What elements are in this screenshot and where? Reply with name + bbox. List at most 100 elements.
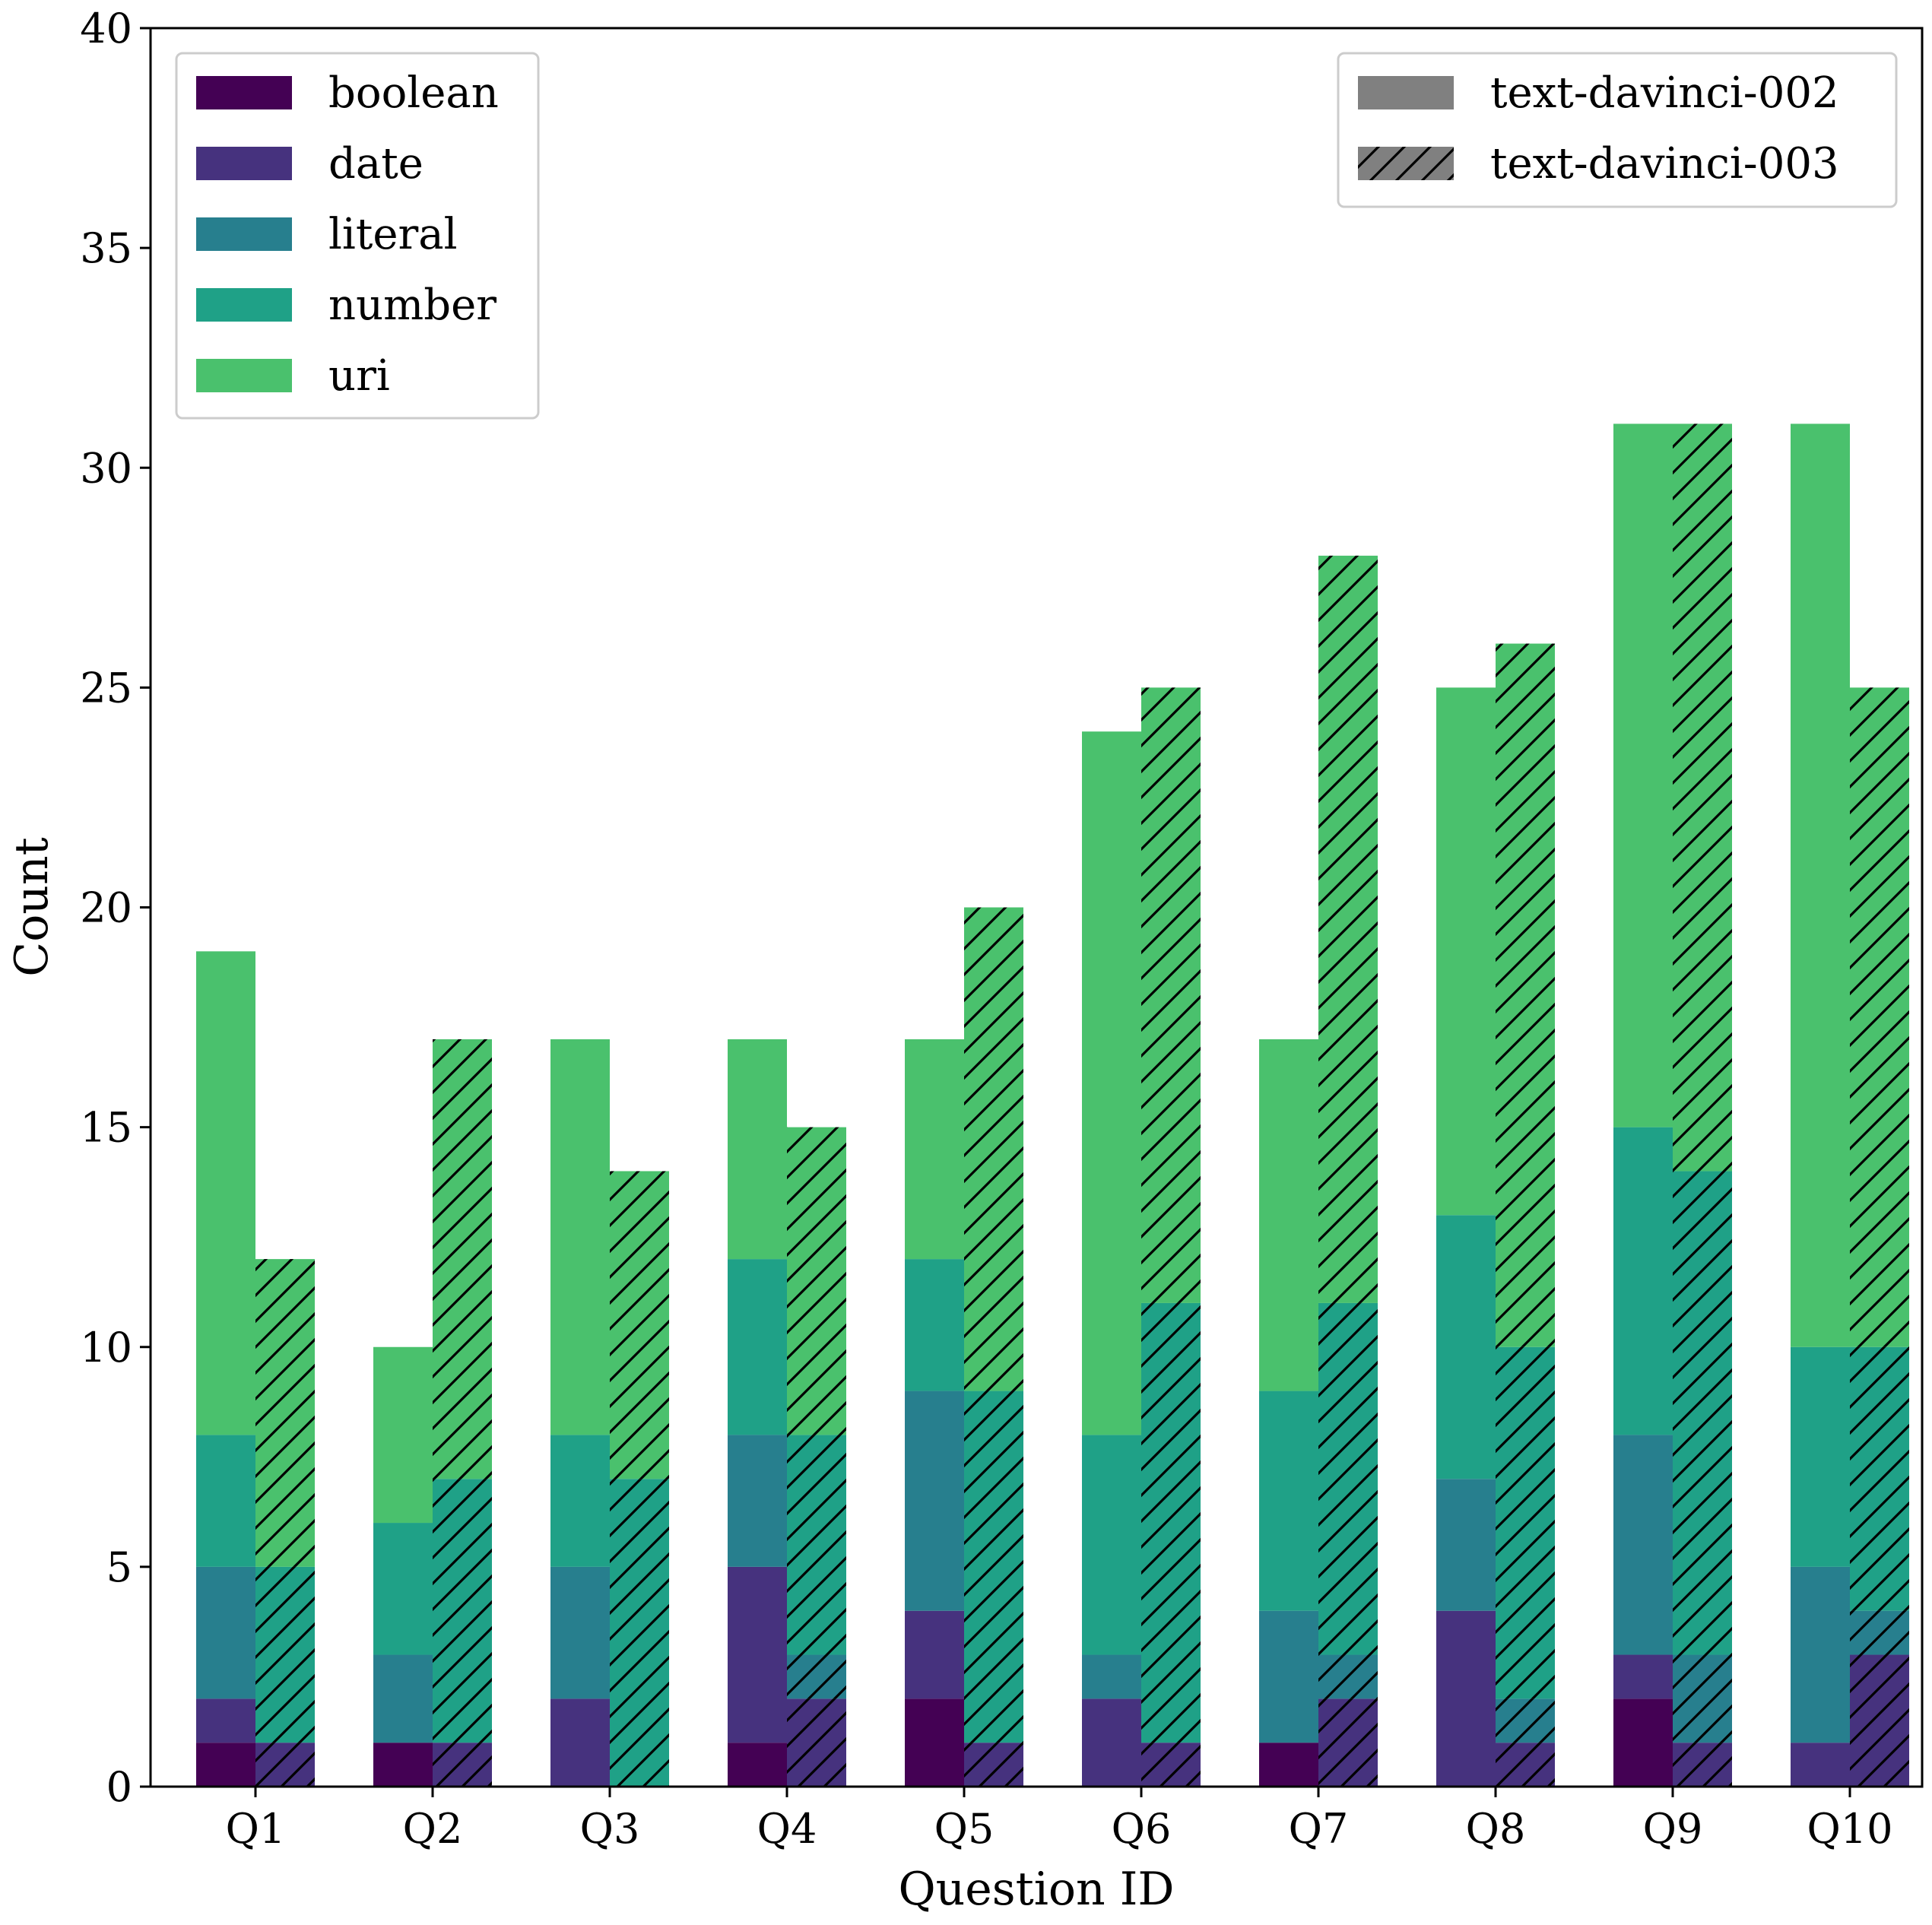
bar-q5-literal-text-davinci-002 (905, 1391, 964, 1611)
x-tick-label: Q2 (403, 1805, 463, 1853)
bar-q2-uri-text-davinci-002 (373, 1346, 433, 1524)
x-tick-label: Q1 (226, 1805, 286, 1853)
bar-q9-literal-text-davinci-002 (1613, 1435, 1673, 1655)
x-tick-label: Q6 (1112, 1805, 1172, 1853)
bar-q10-uri-text-davinci-002 (1791, 423, 1850, 1347)
hatch-q6-uri (1141, 687, 1201, 1303)
y-axis-ticks: 0 5 10 15 20 25 30 35 40 (80, 5, 151, 1811)
y-tick-label: 15 (80, 1104, 132, 1152)
bar-q7-boolean-text-davinci-002 (1259, 1743, 1318, 1787)
hatch-q2-date (433, 1743, 492, 1787)
bar-q7-literal-text-davinci-002 (1259, 1610, 1318, 1743)
hatch-q4-number (787, 1435, 846, 1655)
hatch-q9-number (1673, 1171, 1732, 1655)
y-tick-label: 5 (106, 1543, 132, 1591)
hatch-q8-literal (1496, 1698, 1555, 1743)
legend-label-date: date (328, 139, 424, 189)
hatch-q4-date (787, 1698, 846, 1787)
bar-q1-uri-text-davinci-002 (196, 951, 255, 1435)
hatch-q5-uri (964, 907, 1023, 1391)
bar-q9-number-text-davinci-002 (1613, 1127, 1673, 1435)
bar-q10-date-text-davinci-002 (1791, 1743, 1850, 1787)
hatch-q10-date (1850, 1654, 1909, 1787)
bar-q8-date-text-davinci-002 (1436, 1610, 1496, 1787)
bar-q3-uri-text-davinci-002 (550, 1039, 610, 1435)
bar-q6-uri-text-davinci-002 (1082, 731, 1141, 1435)
hatch-q10-literal (1850, 1610, 1909, 1655)
legend-label-boolean: boolean (328, 68, 499, 118)
hatch-q3-uri (610, 1171, 669, 1479)
bar-q7-number-text-davinci-002 (1259, 1391, 1318, 1611)
legend-label-literal: literal (328, 210, 458, 259)
y-tick-label: 35 (80, 224, 132, 272)
hatch-q7-date (1318, 1698, 1378, 1787)
legend-box (1337, 52, 1898, 208)
legend-swatch-boolean (196, 76, 292, 109)
bar-q6-number-text-davinci-002 (1082, 1435, 1141, 1655)
bar-q3-literal-text-davinci-002 (550, 1566, 610, 1699)
hatch-q8-date (1496, 1743, 1555, 1787)
legend-label-model-1: text-davinci-002 (1490, 68, 1839, 118)
hatch-q1-uri (255, 1259, 315, 1567)
bar-q5-boolean-text-davinci-002 (905, 1698, 964, 1787)
hatch-q7-number (1318, 1302, 1378, 1655)
x-tick-label: Q4 (757, 1805, 817, 1853)
bar-q1-boolean-text-davinci-002 (196, 1743, 255, 1787)
bar-q8-uri-text-davinci-002 (1436, 687, 1496, 1216)
hatch-q4-uri (787, 1127, 846, 1435)
bar-q1-number-text-davinci-002 (196, 1435, 255, 1567)
hatch-q6-date (1141, 1743, 1201, 1787)
y-tick-label: 0 (106, 1763, 132, 1811)
hatch-q4-literal (787, 1654, 846, 1699)
y-tick-label: 30 (80, 444, 132, 492)
bar-q2-boolean-text-davinci-002 (373, 1743, 433, 1787)
x-tick-label: Q3 (580, 1805, 640, 1853)
legend-label-number: number (328, 281, 496, 330)
bar-q3-number-text-davinci-002 (550, 1435, 610, 1567)
legend-swatch-date (196, 147, 292, 180)
bar-q9-boolean-text-davinci-002 (1613, 1698, 1673, 1787)
bar-q4-literal-text-davinci-002 (728, 1435, 787, 1567)
bar-q2-number-text-davinci-002 (373, 1523, 433, 1655)
bar-q8-literal-text-davinci-002 (1436, 1479, 1496, 1611)
bar-q5-uri-text-davinci-002 (905, 1039, 964, 1260)
x-tick-label: Q9 (1643, 1805, 1703, 1853)
hatch-q1-number (255, 1566, 315, 1743)
hatch-q9-date (1673, 1743, 1732, 1787)
legend-swatch-number (196, 288, 292, 322)
bar-q2-literal-text-davinci-002 (373, 1654, 433, 1743)
answer-type-legend: boolean date literal number uri (175, 52, 540, 420)
legend-swatch-hatch (1358, 147, 1454, 180)
bar-q8-number-text-davinci-002 (1436, 1215, 1496, 1479)
bar-q4-number-text-davinci-002 (728, 1259, 787, 1435)
bar-q4-uri-text-davinci-002 (728, 1039, 787, 1260)
bar-q4-date-text-davinci-002 (728, 1566, 787, 1743)
bar-q9-uri-text-davinci-002 (1613, 423, 1673, 1127)
hatch-q10-number (1850, 1346, 1909, 1611)
bar-q3-date-text-davinci-002 (550, 1698, 610, 1787)
bar-q1-literal-text-davinci-002 (196, 1566, 255, 1699)
y-tick-label: 25 (80, 664, 132, 712)
bar-q6-literal-text-davinci-002 (1082, 1654, 1141, 1699)
y-tick-label: 20 (80, 884, 132, 932)
hatch-q7-literal (1318, 1654, 1378, 1699)
hatch-q8-uri (1496, 643, 1555, 1347)
legend-label-model-2: text-davinci-003 (1490, 139, 1839, 189)
hatch-q3-number (610, 1479, 669, 1787)
bar-q7-uri-text-davinci-002 (1259, 1039, 1318, 1391)
hatch-q5-number (964, 1391, 1023, 1743)
hatch-q2-uri (433, 1039, 492, 1479)
legend-label-uri: uri (328, 351, 390, 401)
legend-swatch-uri (196, 359, 292, 392)
legend-swatch-model-1 (1358, 76, 1454, 109)
y-tick-label: 10 (80, 1324, 132, 1372)
bar-q10-number-text-davinci-002 (1791, 1346, 1850, 1567)
bar-q10-literal-text-davinci-002 (1791, 1566, 1850, 1743)
model-legend: text-davinci-002 text-davinci-003 (1337, 52, 1898, 208)
bar-q6-date-text-davinci-002 (1082, 1698, 1141, 1787)
x-axis-ticks: Q1 Q2 Q3 Q4 Q5 Q6 Q7 Q8 Q9 Q10 (226, 1787, 1892, 1853)
bar-q4-boolean-text-davinci-002 (728, 1743, 787, 1787)
bar-q5-date-text-davinci-002 (905, 1610, 964, 1699)
hatch-q10-uri (1850, 687, 1909, 1347)
